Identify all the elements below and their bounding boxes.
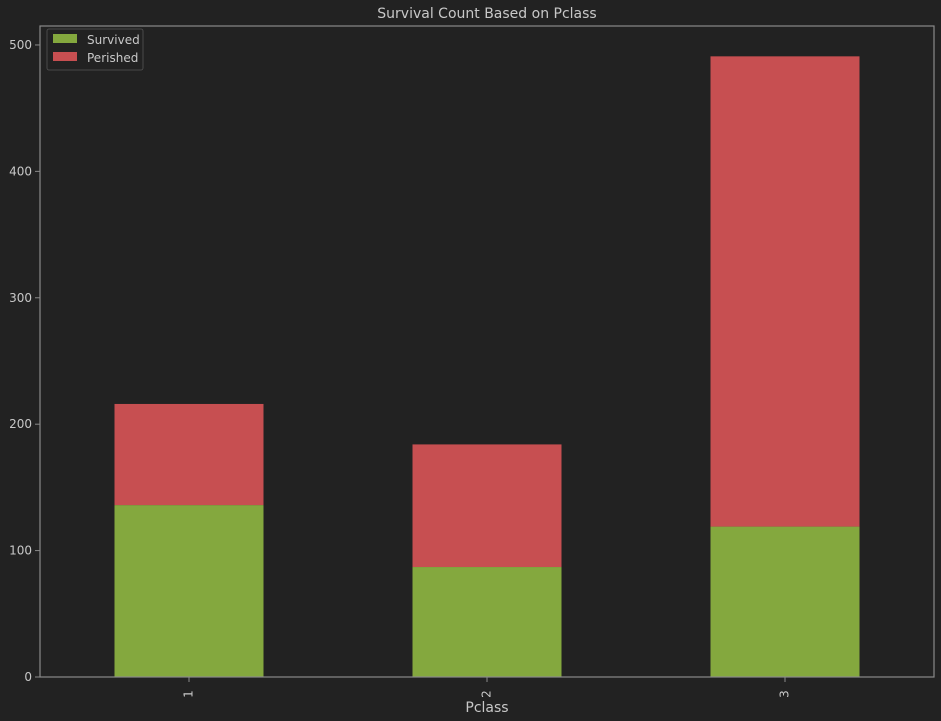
y-tick-label-0: 0 [24,670,32,684]
legend-swatch-survived [53,34,77,43]
x-tick-label-1: 1 [182,690,196,698]
legend-swatch-perished [53,52,77,61]
y-tick-label-500: 500 [9,38,32,52]
x-tick-label-2: 2 [480,690,494,698]
bar-survived-pclass-2 [412,567,562,677]
legend: Survived Perished [46,28,144,71]
legend-label-survived: Survived [87,33,140,47]
y-axis-ticks: 0 100 200 300 400 500 [9,38,40,684]
bar-survived-pclass-1 [114,505,264,677]
bars [114,56,860,677]
y-tick-label-300: 300 [9,291,32,305]
plot-frame [39,25,935,678]
y-tick-label-100: 100 [9,544,32,558]
x-axis-title: Pclass [465,700,508,716]
bar-perished-pclass-1 [114,403,264,506]
legend-label-perished: Perished [87,51,138,65]
bar-survived-pclass-3 [710,526,860,677]
chart-title: Survival Count Based on Pclass [377,6,596,22]
y-tick-label-200: 200 [9,417,32,431]
x-axis-ticks: 1 2 3 [182,677,792,698]
x-tick-label-3: 3 [778,690,792,698]
bar-perished-pclass-3 [710,56,860,527]
y-tick-label-400: 400 [9,164,32,178]
bar-perished-pclass-2 [412,444,562,568]
